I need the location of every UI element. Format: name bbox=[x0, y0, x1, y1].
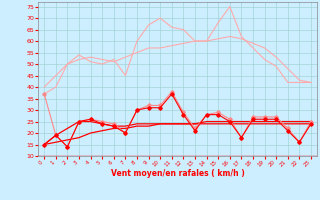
X-axis label: Vent moyen/en rafales ( km/h ): Vent moyen/en rafales ( km/h ) bbox=[111, 169, 244, 178]
